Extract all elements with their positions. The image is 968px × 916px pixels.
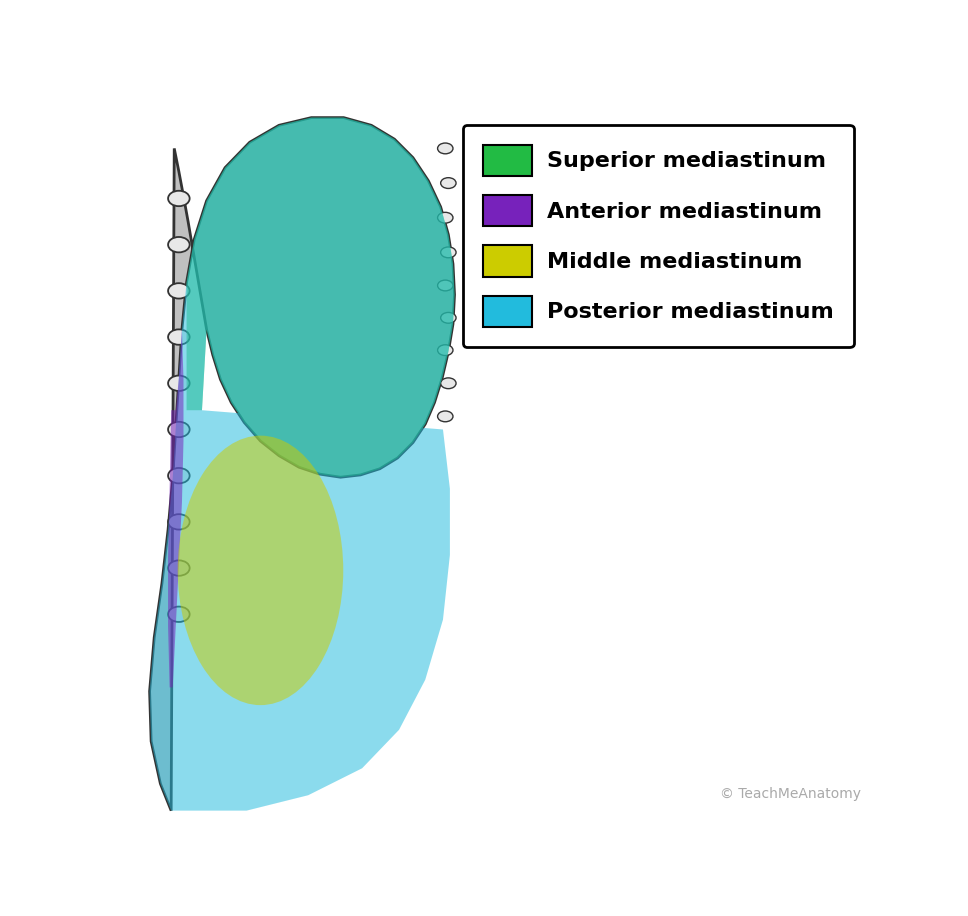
Text: © TeachMeAnatomy: © TeachMeAnatomy (720, 788, 862, 802)
Ellipse shape (440, 312, 456, 323)
Ellipse shape (168, 330, 190, 344)
Polygon shape (150, 117, 455, 811)
Ellipse shape (168, 283, 190, 299)
Ellipse shape (168, 376, 190, 391)
Ellipse shape (168, 468, 190, 484)
Polygon shape (168, 330, 184, 687)
Ellipse shape (168, 606, 190, 622)
Polygon shape (150, 117, 455, 811)
Ellipse shape (168, 561, 190, 576)
Ellipse shape (438, 411, 453, 421)
Ellipse shape (438, 143, 453, 154)
Ellipse shape (178, 436, 344, 705)
Ellipse shape (438, 280, 453, 291)
Ellipse shape (438, 344, 453, 355)
Ellipse shape (440, 247, 456, 257)
Ellipse shape (168, 421, 190, 437)
Ellipse shape (440, 178, 456, 189)
Ellipse shape (438, 213, 453, 224)
Ellipse shape (168, 514, 190, 529)
Ellipse shape (168, 237, 190, 253)
Ellipse shape (440, 378, 456, 388)
Polygon shape (187, 117, 455, 477)
Legend: Superior mediastinum, Anterior mediastinum, Middle mediastinum, Posterior medias: Superior mediastinum, Anterior mediastin… (463, 125, 854, 347)
Ellipse shape (168, 191, 190, 206)
